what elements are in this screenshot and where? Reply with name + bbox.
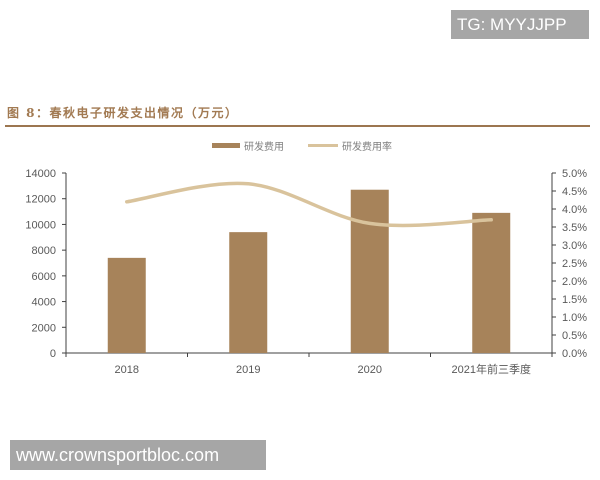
right-axis-tick-label: 4.5%	[562, 186, 587, 198]
left-axis-tick-label: 4000	[32, 297, 56, 309]
right-axis-tick-label: 5.0%	[562, 168, 587, 180]
left-axis-tick-label: 8000	[32, 245, 56, 257]
x-axis-category-label: 2021年前三季度	[452, 362, 531, 376]
left-axis-tick-label: 0	[50, 348, 56, 360]
legend: 研发费用 研发费用率	[212, 140, 392, 153]
watermark-url: www.crownsportbloc.com	[10, 440, 266, 470]
left-axis-tick-label: 10000	[25, 219, 56, 231]
bar-series-rd-expense	[107, 189, 511, 353]
watermark-telegram: TG: MYYJJPP	[451, 10, 589, 39]
title-divider	[5, 125, 590, 127]
figure-title: 图 8：春秋电子研发支出情况（万元）	[7, 106, 239, 120]
bar	[107, 257, 146, 353]
right-axis-tick-label: 1.5%	[562, 294, 587, 306]
legend-bar-swatch	[212, 143, 240, 148]
x-axis: 2018 2019 2020 2021年前三季度	[64, 352, 554, 376]
right-axis-tick-label: 1.0%	[562, 312, 587, 324]
left-axis-tick-label: 12000	[25, 194, 56, 206]
left-axis-tick-label: 2000	[32, 322, 56, 334]
right-axis-tick-label: 0.0%	[562, 348, 587, 360]
x-axis-category-label: 2019	[236, 364, 260, 376]
legend-label-rd-ratio: 研发费用率	[342, 140, 392, 153]
x-axis-category-label: 2018	[115, 364, 139, 376]
bar	[229, 232, 268, 353]
left-axis-tick-label: 6000	[32, 271, 56, 283]
bar	[350, 189, 389, 353]
right-axis-tick-label: 3.0%	[562, 240, 587, 252]
legend-label-rd-expense: 研发费用	[244, 140, 284, 153]
right-axis-tick-label: 0.5%	[562, 330, 587, 342]
right-axis: 5.0% 4.5% 4.0% 3.5% 3.0% 2.5% 2.0% 1.5% 1.0% 0.5%…	[551, 168, 587, 360]
line-series-rd-ratio	[125, 181, 493, 228]
bar	[472, 212, 511, 353]
left-axis-tick-label: 14000	[25, 168, 56, 180]
legend-line-swatch	[308, 144, 338, 147]
right-axis-tick-label: 2.0%	[562, 276, 587, 288]
right-axis-tick-label: 3.5%	[562, 222, 587, 234]
left-axis: 14000 12000 10000 8000 6000 4000 2000 0	[25, 168, 67, 360]
x-axis-category-label: 2020	[358, 364, 382, 376]
right-axis-tick-label: 4.0%	[562, 204, 587, 216]
right-axis-tick-label: 2.5%	[562, 258, 587, 270]
